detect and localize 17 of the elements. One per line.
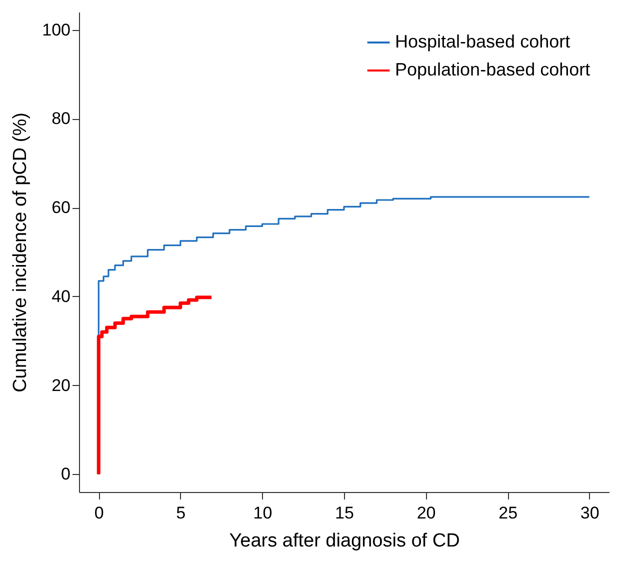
y-tick-label: 0 bbox=[61, 464, 70, 484]
x-tick-label: 15 bbox=[335, 504, 354, 522]
x-tick-label: 20 bbox=[416, 504, 436, 522]
y-tick-label: 100 bbox=[42, 20, 70, 40]
x-tick-label: 0 bbox=[94, 504, 104, 522]
x-tick-label: 10 bbox=[253, 504, 272, 522]
legend-label: Hospital-based cohort bbox=[395, 32, 570, 52]
y-tick-label: 80 bbox=[52, 109, 70, 128]
x-tick-label: 25 bbox=[498, 504, 518, 522]
x-tick-label: 30 bbox=[580, 504, 600, 522]
x-axis-title: Years after diagnosis of CD bbox=[229, 530, 460, 552]
y-axis-title: Cumulative incidence of pCD (%) bbox=[10, 112, 32, 392]
y-tick-label: 60 bbox=[52, 198, 70, 218]
y-tick-label: 20 bbox=[52, 376, 70, 395]
y-tick-label: 40 bbox=[52, 286, 70, 306]
legend-label: Population-based cohort bbox=[395, 60, 590, 80]
x-tick-label: 5 bbox=[176, 504, 186, 522]
